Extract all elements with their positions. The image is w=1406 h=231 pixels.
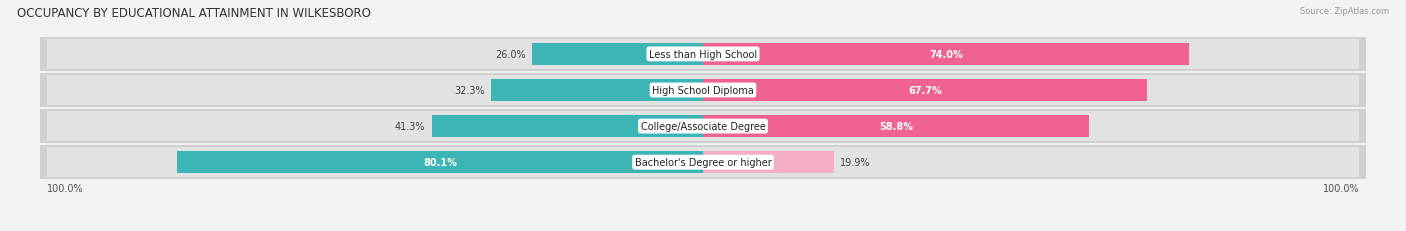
- Text: 100.0%: 100.0%: [46, 183, 83, 193]
- Bar: [41, 110, 1365, 143]
- Bar: [533, 43, 703, 66]
- Text: College/Associate Degree: College/Associate Degree: [641, 122, 765, 131]
- Text: 32.3%: 32.3%: [454, 86, 485, 96]
- Bar: [432, 116, 703, 138]
- Text: Source: ZipAtlas.com: Source: ZipAtlas.com: [1301, 7, 1389, 16]
- Bar: [703, 79, 1147, 102]
- Bar: [703, 116, 1088, 138]
- Bar: [46, 76, 1360, 106]
- Bar: [703, 151, 834, 174]
- Bar: [46, 147, 1360, 177]
- Text: 74.0%: 74.0%: [929, 50, 963, 60]
- Text: 41.3%: 41.3%: [395, 122, 426, 131]
- Text: Less than High School: Less than High School: [650, 50, 756, 60]
- Text: 58.8%: 58.8%: [879, 122, 912, 131]
- Text: 26.0%: 26.0%: [495, 50, 526, 60]
- Text: High School Diploma: High School Diploma: [652, 86, 754, 96]
- Bar: [491, 79, 703, 102]
- Bar: [703, 43, 1188, 66]
- Bar: [41, 74, 1365, 107]
- Bar: [46, 112, 1360, 142]
- Text: OCCUPANCY BY EDUCATIONAL ATTAINMENT IN WILKESBORO: OCCUPANCY BY EDUCATIONAL ATTAINMENT IN W…: [17, 7, 371, 20]
- Bar: [41, 146, 1365, 179]
- Text: 67.7%: 67.7%: [908, 86, 942, 96]
- Text: 100.0%: 100.0%: [1323, 183, 1360, 193]
- Text: 19.9%: 19.9%: [841, 158, 870, 167]
- Bar: [177, 151, 703, 174]
- Text: Bachelor's Degree or higher: Bachelor's Degree or higher: [634, 158, 772, 167]
- Bar: [46, 40, 1360, 70]
- Text: 80.1%: 80.1%: [423, 158, 457, 167]
- Bar: [41, 38, 1365, 71]
